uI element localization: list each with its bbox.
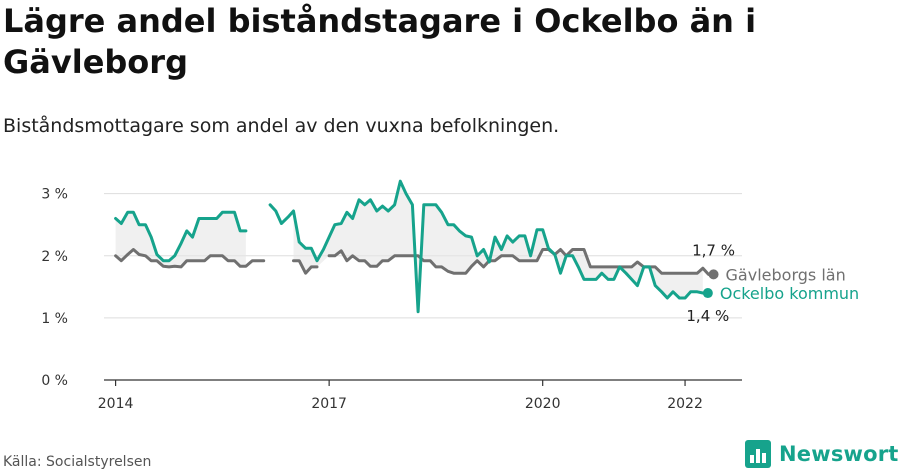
- series-layer: [114, 179, 719, 314]
- county-line: [292, 259, 319, 275]
- chart-title: Lägre andel biståndstagare i Ockelbo än …: [3, 2, 757, 81]
- county-end-value-label: 1,7 %: [692, 241, 735, 259]
- brand-logo: Newsworthy: [745, 440, 900, 468]
- x-tick-label: 2020: [525, 396, 561, 412]
- x-tick-label: 2014: [98, 396, 134, 412]
- source-note: Källa: Socialstyrelsen: [3, 454, 152, 470]
- difference-band: [115, 212, 246, 267]
- municipality-end-point: [702, 288, 713, 299]
- y-tick-label: 3 %: [41, 187, 68, 203]
- county-line: [114, 248, 266, 269]
- brand-name: Newsworthy: [779, 442, 900, 466]
- municipality-line: [268, 179, 705, 314]
- municipality-line: [114, 210, 248, 263]
- county-end-point: [708, 269, 719, 280]
- x-tick-label: 2022: [667, 396, 703, 412]
- newsworthy-logo-icon: [745, 440, 771, 468]
- municipality-series-label: Ockelbo kommun: [720, 284, 859, 303]
- y-tick-label: 1 %: [41, 311, 68, 327]
- axis-layer: 0 % 1 % 2 % 3 % 2014 2017 2020 2022: [41, 187, 703, 412]
- chart-subtitle: Biståndsmottagare som andel av den vuxna…: [3, 115, 560, 137]
- municipality-end-value-label: 1,4 %: [686, 307, 729, 325]
- y-tick-label: 2 %: [41, 249, 68, 265]
- county-series-label: Gävleborgs län: [726, 265, 846, 284]
- x-tick-label: 2017: [311, 396, 347, 412]
- y-tick-label: 0 %: [41, 373, 68, 389]
